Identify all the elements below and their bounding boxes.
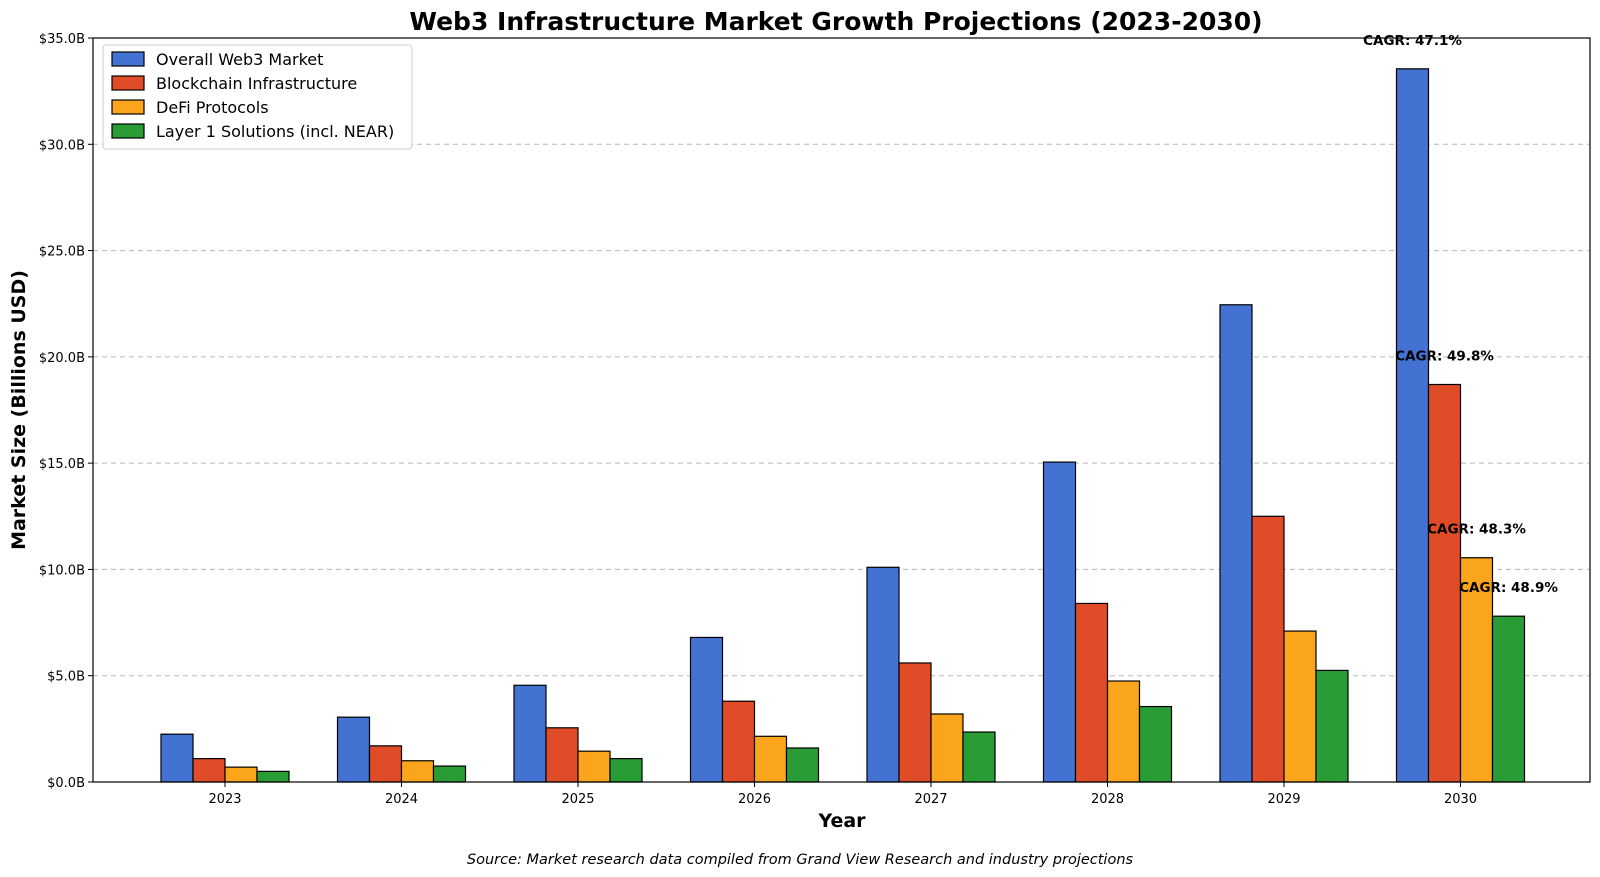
legend-swatch-blockchain-infrastructure [111, 75, 145, 91]
bar-defi-protocols-2024 [400, 760, 435, 783]
source-note: Source: Market research data compiled fr… [467, 852, 1134, 868]
bar-overall-web3-market-2023 [160, 733, 194, 783]
bar-layer-1-solutions-incl-near-2028 [1138, 705, 1173, 783]
bar-blockchain-infrastructure-2024 [368, 745, 403, 783]
x-tick-label: 2024 [385, 792, 418, 807]
x-tick-label: 2023 [208, 792, 241, 807]
bar-blockchain-infrastructure-2028 [1074, 602, 1109, 783]
bar-defi-protocols-2026 [753, 735, 788, 783]
bar-overall-web3-market-2024 [336, 716, 371, 783]
bar-layer-1-solutions-incl-near-2024 [432, 765, 467, 783]
y-tick-label: $30.0B [39, 138, 85, 153]
bar-blockchain-infrastructure-2026 [721, 700, 756, 783]
bar-overall-web3-market-2030 [1395, 68, 1430, 783]
bar-defi-protocols-2025 [577, 750, 611, 783]
bar-layer-1-solutions-incl-near-2026 [785, 747, 820, 783]
bar-defi-protocols-2027 [930, 713, 964, 783]
bar-layer-1-solutions-incl-near-2027 [962, 731, 996, 783]
bar-defi-protocols-2023 [224, 766, 258, 783]
bar-layer-1-solutions-incl-near-2023 [256, 770, 290, 783]
axis-ticks: $0.0B $5.0B $10.0B $15.0B $20.0B $25.0B $30.0B… [39, 32, 1477, 807]
cagr-label: CAGR: 48.9% [1459, 580, 1558, 596]
y-tick-label: $10.0B [39, 563, 85, 578]
bar-overall-web3-market-2025 [513, 684, 547, 783]
cagr-label: CAGR: 48.3% [1427, 522, 1526, 538]
legend-label-overall-web3: Overall Web3 Market [156, 50, 323, 69]
annotations: CAGR: 47.1% CAGR: 49.8% CAGR: 48.3% CAGR: 4… [1363, 33, 1558, 596]
bar-overall-web3-market-2027 [866, 566, 900, 783]
bar-blockchain-infrastructure-2027 [898, 662, 932, 783]
bar-blockchain-infrastructure-2030 [1427, 383, 1462, 783]
plot-frame [92, 37, 1591, 783]
bar-overall-web3-market-2028 [1042, 461, 1077, 783]
bar-defi-protocols-2030 [1459, 557, 1494, 783]
x-tick-label: 2026 [738, 792, 771, 807]
grid-lines [93, 143, 1590, 677]
bar-overall-web3-market-2026 [689, 636, 724, 783]
bar-layer-1-solutions-incl-near-2030 [1491, 615, 1526, 783]
bar-blockchain-infrastructure-2029 [1251, 515, 1285, 783]
legend: Overall Web3 Market Blockchain Infrastru… [102, 44, 413, 150]
x-tick-label: 2025 [561, 792, 594, 807]
bars [160, 68, 1526, 783]
y-tick-label: $15.0B [39, 457, 85, 472]
bar-defi-protocols-2028 [1106, 680, 1141, 783]
legend-box [102, 44, 413, 150]
x-axis-label: Year [817, 810, 866, 832]
x-tick-label: 2030 [1444, 792, 1477, 807]
y-tick-label: $5.0B [47, 670, 85, 685]
y-axis-label: Market Size (Billions USD) [8, 270, 30, 550]
y-tick-label: $20.0B [39, 351, 85, 366]
chart-title: Web3 Infrastructure Market Growth Projec… [409, 7, 1262, 36]
bar-blockchain-infrastructure-2025 [545, 727, 579, 783]
bar-defi-protocols-2029 [1283, 630, 1317, 783]
legend-label-defi-protocols: DeFi Protocols [156, 98, 269, 117]
cagr-label: CAGR: 49.8% [1395, 348, 1494, 364]
bar-layer-1-solutions-incl-near-2029 [1315, 669, 1349, 783]
x-tick-label: 2027 [914, 792, 947, 807]
legend-label-blockchain-infrastructure: Blockchain Infrastructure [156, 74, 357, 93]
x-tick-label: 2028 [1091, 792, 1124, 807]
legend-swatch-defi-protocols [111, 99, 145, 115]
bar-layer-1-solutions-incl-near-2025 [609, 758, 643, 783]
bar-overall-web3-market-2029 [1219, 304, 1253, 783]
x-tick-label: 2029 [1267, 792, 1300, 807]
y-tick-label: $0.0B [47, 776, 85, 791]
legend-swatch-layer1-solutions [111, 123, 145, 139]
y-tick-label: $25.0B [39, 245, 85, 260]
cagr-label: CAGR: 47.1% [1363, 33, 1462, 49]
legend-swatch-overall-web3 [111, 51, 145, 67]
legend-label-layer1-solutions: Layer 1 Solutions (incl. NEAR) [156, 122, 394, 141]
bar-blockchain-infrastructure-2023 [192, 758, 226, 783]
y-tick-label: $35.0B [39, 32, 85, 47]
